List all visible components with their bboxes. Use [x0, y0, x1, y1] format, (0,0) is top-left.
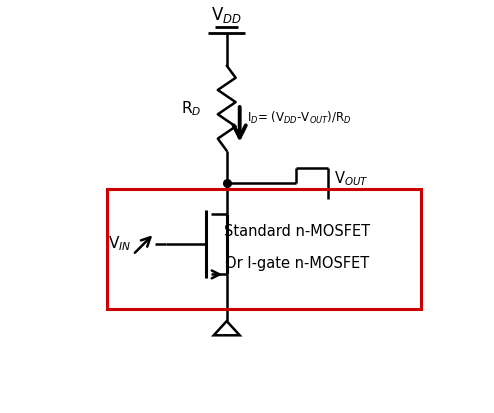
Text: V$_{OUT}$: V$_{OUT}$ — [334, 170, 369, 188]
Text: R$_{D}$: R$_{D}$ — [181, 99, 202, 118]
Text: Standard n-MOSFET: Standard n-MOSFET — [224, 223, 370, 239]
Bar — [107, 189, 421, 309]
Text: V$_{DD}$: V$_{DD}$ — [211, 5, 242, 25]
Text: I$_{D}$= (V$_{DD}$-V$_{OUT}$)/R$_{D}$: I$_{D}$= (V$_{DD}$-V$_{OUT}$)/R$_{D}$ — [247, 110, 351, 126]
Text: Or I-gate n-MOSFET: Or I-gate n-MOSFET — [225, 256, 369, 271]
Text: V$_{IN}$: V$_{IN}$ — [108, 235, 131, 253]
